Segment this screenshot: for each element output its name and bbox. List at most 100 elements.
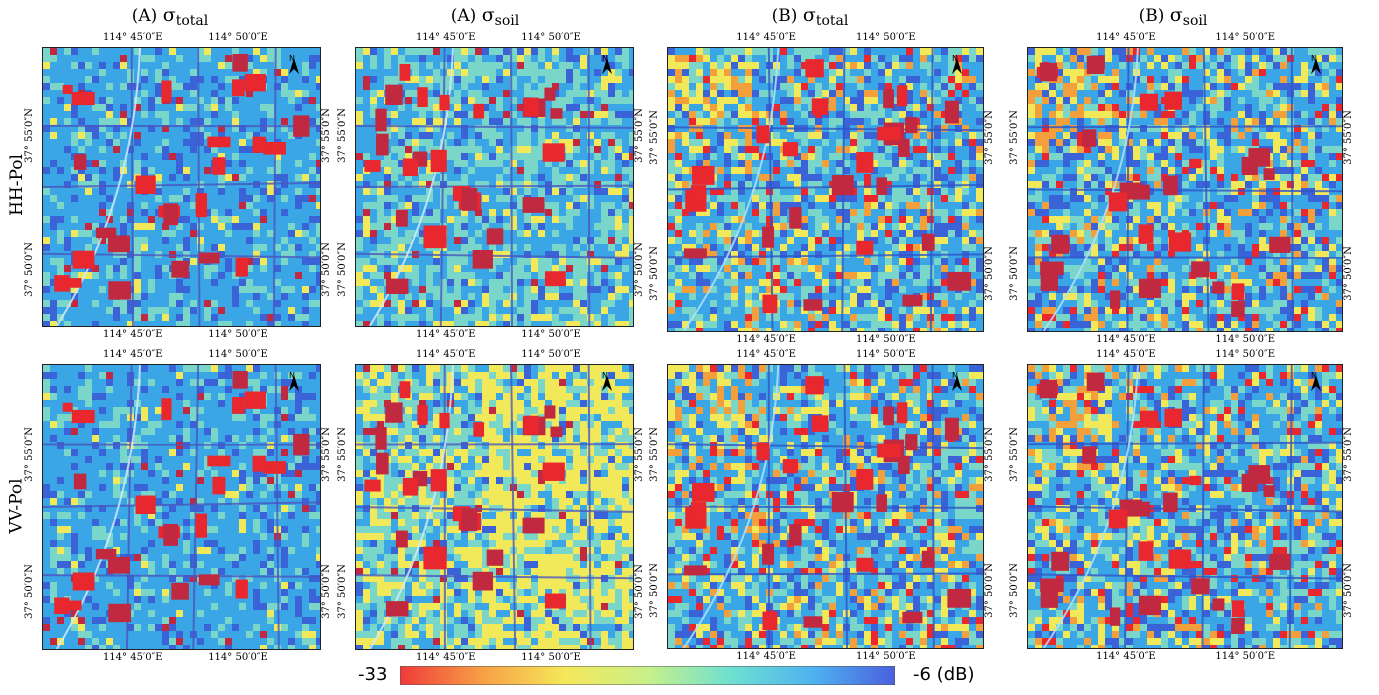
backscatter-map bbox=[356, 365, 633, 649]
map-panel-3: N bbox=[667, 47, 984, 332]
lon-label-top: 114° 50′0″E bbox=[208, 32, 268, 43]
lon-label-top: 114° 45′0″E bbox=[415, 349, 476, 360]
lon-label-top: 114° 50′0″E bbox=[208, 349, 268, 360]
lon-label-bottom: 114° 45′0″E bbox=[736, 651, 796, 662]
lon-label-top: 114° 45′0″E bbox=[1096, 349, 1156, 360]
north-arrow-icon: N bbox=[599, 371, 615, 393]
north-arrow-icon: N bbox=[286, 54, 302, 76]
backscatter-map bbox=[1028, 48, 1342, 331]
lat-label-right: 37° 55′0″N bbox=[1342, 110, 1354, 165]
north-letter: N bbox=[602, 371, 608, 380]
lat-label-left: 37° 55′0″N bbox=[1008, 110, 1020, 165]
lon-label-bottom: 114° 50′0″E bbox=[208, 652, 268, 663]
lon-label-top: 114° 50′0″E bbox=[1215, 32, 1276, 43]
north-arrow-icon: N bbox=[286, 371, 302, 393]
lat-label-right: 37° 50′0″N bbox=[983, 562, 995, 618]
lon-label-bottom: 114° 45′0″E bbox=[102, 652, 163, 663]
colorbar bbox=[399, 665, 896, 686]
colorbar-gradient bbox=[399, 665, 896, 686]
lat-label-right: 37° 50′0″N bbox=[633, 563, 645, 619]
north-letter: N bbox=[602, 54, 608, 63]
lon-label-bottom: 114° 50′0″E bbox=[521, 652, 581, 663]
north-arrow-icon: N bbox=[949, 371, 965, 393]
lat-label-left: 37° 50′0″N bbox=[23, 241, 35, 297]
lat-label-left: 37° 55′0″N bbox=[336, 427, 348, 483]
lat-label-right: 37° 50′0″N bbox=[320, 241, 332, 297]
lat-label-left: 37° 50′0″N bbox=[336, 563, 348, 619]
column-title-3: (B) σ ° total bbox=[771, 0, 849, 29]
backscatter-map bbox=[668, 48, 983, 331]
lon-label-top: 114° 45′0″E bbox=[736, 349, 796, 360]
north-letter: N bbox=[952, 371, 958, 380]
lat-label-left: 37° 50′0″N bbox=[1008, 245, 1020, 301]
north-arrow-icon: N bbox=[599, 54, 615, 76]
column-title-1: (A) σ ° total bbox=[131, 0, 209, 29]
lon-label-bottom: 114° 50′0″E bbox=[1215, 334, 1276, 345]
backscatter-map bbox=[1028, 365, 1342, 648]
backscatter-map bbox=[356, 48, 633, 326]
lat-label-right: 37° 55′0″N bbox=[320, 427, 332, 483]
lat-label-right: 37° 50′0″N bbox=[983, 245, 995, 301]
north-letter: N bbox=[952, 54, 958, 63]
lat-label-right: 37° 55′0″N bbox=[633, 108, 645, 164]
lat-label-right: 37° 50′0″N bbox=[1342, 245, 1354, 301]
lon-label-top: 114° 50′0″E bbox=[1215, 349, 1276, 360]
map-panel-7: N bbox=[667, 364, 984, 649]
map-panel-1: N bbox=[42, 47, 321, 327]
backscatter-map bbox=[43, 365, 320, 649]
north-arrow-icon: N bbox=[1308, 54, 1324, 76]
lon-label-bottom: 114° 45′0″E bbox=[1096, 651, 1156, 662]
backscatter-map bbox=[43, 48, 320, 326]
lon-label-bottom: 114° 45′0″E bbox=[1096, 334, 1156, 345]
column-title-2: (A) σ ° soil bbox=[450, 0, 520, 29]
lat-label-left: 37° 50′0″N bbox=[648, 562, 660, 618]
lat-label-right: 37° 55′0″N bbox=[983, 110, 995, 165]
north-letter: N bbox=[289, 371, 295, 380]
map-panel-2: N bbox=[355, 47, 634, 327]
lon-label-bottom: 114° 50′0″E bbox=[1215, 651, 1276, 662]
lat-label-left: 37° 55′0″N bbox=[1008, 427, 1020, 482]
lon-label-top: 114° 45′0″E bbox=[1096, 32, 1156, 43]
lon-label-top: 114° 50′0″E bbox=[521, 349, 581, 360]
lat-label-left: 37° 55′0″N bbox=[336, 108, 348, 164]
lat-label-left: 37° 55′0″N bbox=[648, 110, 660, 165]
lon-label-top: 114° 50′0″E bbox=[856, 32, 916, 43]
lon-label-bottom: 114° 45′0″E bbox=[736, 334, 796, 345]
column-title-4: (B) σ ° soil bbox=[1138, 0, 1208, 29]
lat-label-left: 37° 50′0″N bbox=[336, 241, 348, 297]
lat-label-right: 37° 50′0″N bbox=[1342, 562, 1354, 618]
lon-label-bottom: 114° 45′0″E bbox=[415, 329, 476, 340]
lat-label-left: 37° 55′0″N bbox=[648, 427, 660, 482]
lat-label-right: 37° 55′0″N bbox=[983, 427, 995, 482]
lat-label-left: 37° 50′0″N bbox=[648, 245, 660, 301]
lon-label-bottom: 114° 50′0″E bbox=[208, 329, 268, 340]
lat-label-right: 37° 55′0″N bbox=[633, 427, 645, 483]
lon-label-top: 114° 45′0″E bbox=[415, 32, 476, 43]
map-panel-4: N bbox=[1027, 47, 1343, 332]
colorbar-min-label: -33 bbox=[358, 664, 388, 685]
map-panel-8: N bbox=[1027, 364, 1343, 649]
north-arrow-icon: N bbox=[949, 54, 965, 76]
lat-label-left: 37° 50′0″N bbox=[1008, 562, 1020, 618]
lon-label-top: 114° 45′0″E bbox=[736, 32, 796, 43]
north-letter: N bbox=[1311, 54, 1317, 63]
north-arrow-icon: N bbox=[1308, 371, 1324, 393]
lat-label-right: 37° 50′0″N bbox=[633, 241, 645, 297]
lon-label-top: 114° 50′0″E bbox=[521, 32, 581, 43]
north-letter: N bbox=[1311, 371, 1317, 380]
lat-label-left: 37° 50′0″N bbox=[23, 563, 35, 619]
lat-label-left: 37° 55′0″N bbox=[23, 108, 35, 164]
lat-label-left: 37° 55′0″N bbox=[23, 427, 35, 483]
lon-label-top: 114° 50′0″E bbox=[856, 349, 916, 360]
map-panel-5: N bbox=[42, 364, 321, 650]
lon-label-bottom: 114° 50′0″E bbox=[856, 651, 916, 662]
backscatter-map bbox=[668, 365, 983, 648]
lon-label-top: 114° 45′0″E bbox=[102, 349, 163, 360]
lon-label-bottom: 114° 50′0″E bbox=[856, 334, 916, 345]
lat-label-right: 37° 50′0″N bbox=[320, 563, 332, 619]
colorbar-max-label: -6 (dB) bbox=[913, 664, 975, 685]
lat-label-right: 37° 55′0″N bbox=[1342, 427, 1354, 482]
north-letter: N bbox=[289, 54, 295, 63]
map-panel-6: N bbox=[355, 364, 634, 650]
lat-label-right: 37° 55′0″N bbox=[320, 108, 332, 164]
